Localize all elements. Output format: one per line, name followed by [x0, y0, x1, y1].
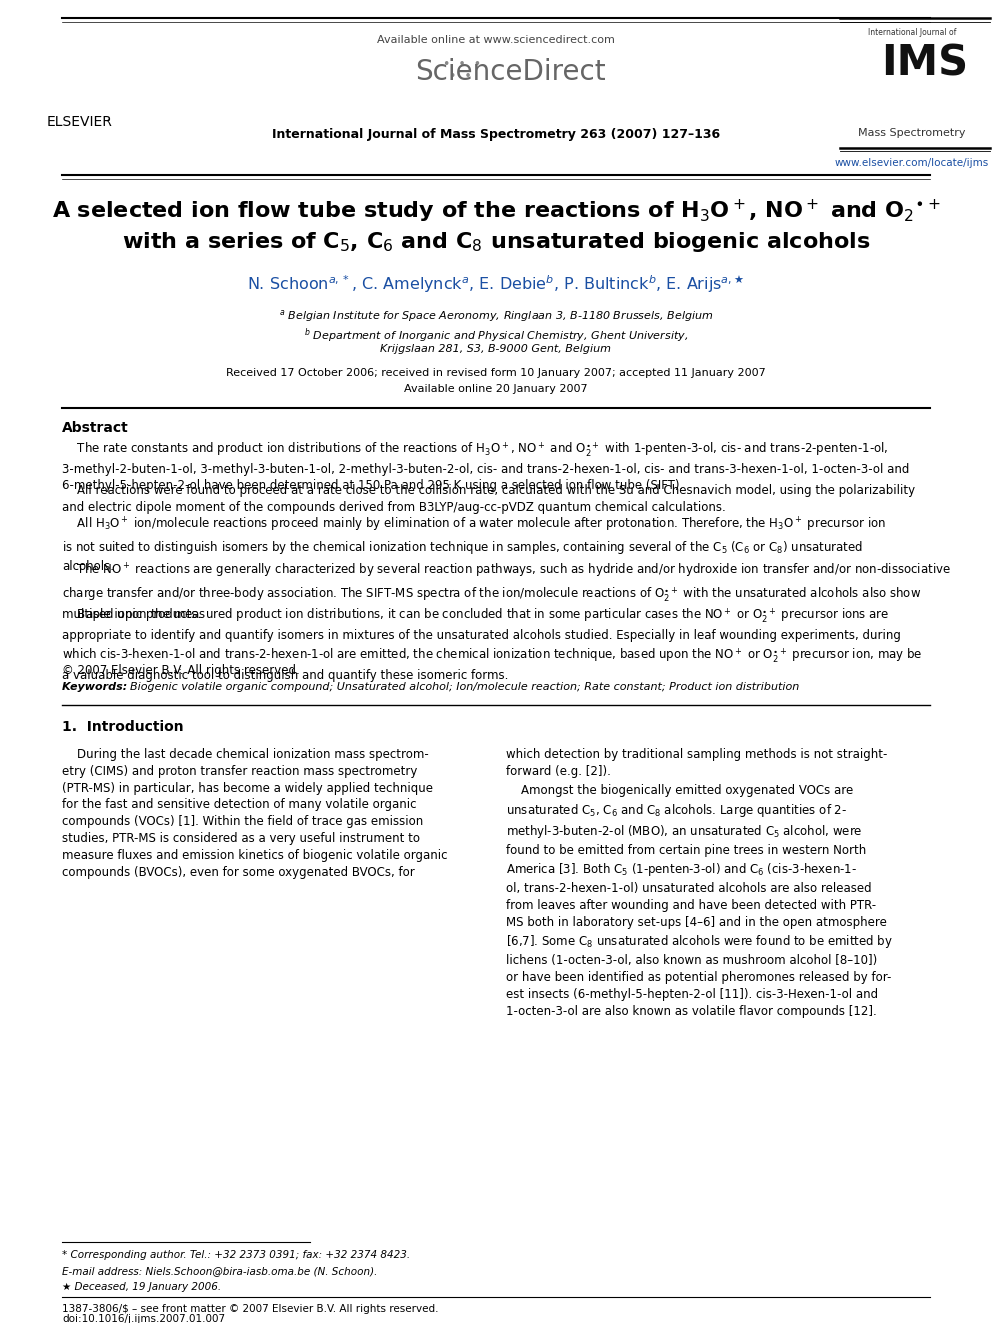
Text: •  •  •: • • • [443, 58, 481, 71]
Text: All reactions were found to proceed at a rate close to the collision rate, calcu: All reactions were found to proceed at a… [62, 484, 916, 513]
Text: During the last decade chemical ionization mass spectrom-
etry (CIMS) and proton: During the last decade chemical ionizati… [62, 747, 447, 878]
Text: with a series of C$_5$, C$_6$ and C$_8$ unsaturated biogenic alcohols: with a series of C$_5$, C$_6$ and C$_8$ … [122, 230, 870, 254]
Text: Available online at www.sciencedirect.com: Available online at www.sciencedirect.co… [377, 34, 615, 45]
Text: Received 17 October 2006; received in revised form 10 January 2007; accepted 11 : Received 17 October 2006; received in re… [226, 368, 766, 378]
Text: A selected ion flow tube study of the reactions of H$_3$O$^+$, NO$^+$ and O$_2$$: A selected ion flow tube study of the re… [52, 198, 940, 225]
Text: Based upon the measured product ion distributions, it can be concluded that in s: Based upon the measured product ion dist… [62, 606, 923, 683]
Text: * Corresponding author. Tel.: +32 2373 0391; fax: +32 2374 8423.: * Corresponding author. Tel.: +32 2373 0… [62, 1250, 410, 1259]
Text: All H$_3$O$^+$ ion/molecule reactions proceed mainly by elimination of a water m: All H$_3$O$^+$ ion/molecule reactions pr… [62, 516, 886, 573]
Text: which detection by traditional sampling methods is not straight-
forward (e.g. [: which detection by traditional sampling … [506, 747, 888, 778]
Text: www.elsevier.com/locate/ijms: www.elsevier.com/locate/ijms [835, 157, 989, 168]
Text: ELSEVIER: ELSEVIER [47, 115, 113, 130]
Text: International Journal of: International Journal of [868, 28, 956, 37]
Text: IMS: IMS [882, 44, 968, 85]
Text: doi:10.1016/j.ijms.2007.01.007: doi:10.1016/j.ijms.2007.01.007 [62, 1314, 225, 1323]
Text: Available online 20 January 2007: Available online 20 January 2007 [404, 384, 588, 394]
Text: ScienceDirect: ScienceDirect [415, 58, 605, 86]
Text: ★ Deceased, 19 January 2006.: ★ Deceased, 19 January 2006. [62, 1282, 221, 1293]
Text: Amongst the biogenically emitted oxygenated VOCs are
unsaturated C$_5$, C$_6$ an: Amongst the biogenically emitted oxygena… [506, 785, 893, 1017]
Text: Biogenic volatile organic compound; Unsaturated alcohol; Ion/molecule reaction; : Biogenic volatile organic compound; Unsa… [130, 681, 800, 692]
Text: The NO$^+$ reactions are generally characterized by several reaction pathways, s: The NO$^+$ reactions are generally chara… [62, 562, 951, 620]
Text: E-mail address: Niels.Schoon@bira-iasb.oma.be (N. Schoon).: E-mail address: Niels.Schoon@bira-iasb.o… [62, 1266, 377, 1275]
Text: Mass Spectrometry: Mass Spectrometry [858, 128, 966, 138]
Text: Abstract: Abstract [62, 421, 129, 435]
Text: © 2007 Elsevier B.V. All rights reserved.: © 2007 Elsevier B.V. All rights reserved… [62, 664, 300, 677]
Text: International Journal of Mass Spectrometry 263 (2007) 127–136: International Journal of Mass Spectromet… [272, 128, 720, 142]
Text: Keywords:: Keywords: [62, 681, 131, 692]
Text: $^b$ Department of Inorganic and Physical Chemistry, Ghent University,: $^b$ Department of Inorganic and Physica… [304, 325, 688, 344]
Text: 1.  Introduction: 1. Introduction [62, 720, 184, 734]
Text: 1387-3806/$ – see front matter © 2007 Elsevier B.V. All rights reserved.: 1387-3806/$ – see front matter © 2007 El… [62, 1304, 438, 1314]
Text: N. Schoon$^{a,*}$, C. Amelynck$^a$, E. Debie$^b$, P. Bultinck$^b$, E. Arijs$^{a,: N. Schoon$^{a,*}$, C. Amelynck$^a$, E. D… [247, 273, 745, 295]
Text: $^a$ Belgian Institute for Space Aeronomy, Ringlaan 3, B-1180 Brussels, Belgium: $^a$ Belgian Institute for Space Aeronom… [279, 308, 713, 324]
Text: The rate constants and product ion distributions of the reactions of H$_3$O$^+$,: The rate constants and product ion distr… [62, 441, 910, 492]
Text: Krijgslaan 281, S3, B-9000 Gent, Belgium: Krijgslaan 281, S3, B-9000 Gent, Belgium [381, 344, 611, 355]
Text: •  •: • • [444, 70, 471, 83]
